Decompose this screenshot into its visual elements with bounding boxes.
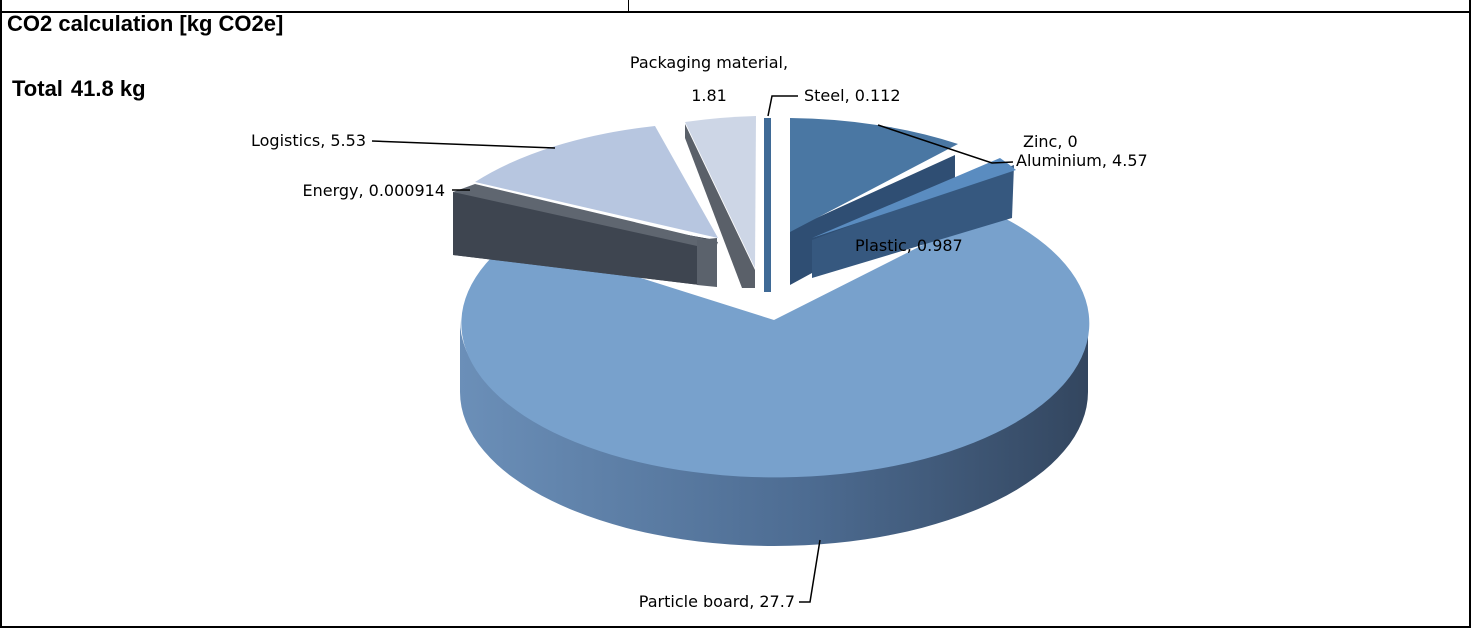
- data-label-packaging-line2: 1.81: [691, 86, 727, 105]
- leader-line-logistics: [371, 140, 556, 149]
- pie-slice-logistics-side: [697, 238, 717, 287]
- total-summary: Total 41.8 kg: [12, 76, 154, 102]
- total-label: Total: [12, 76, 63, 101]
- pie-slice-aluminium: [790, 118, 958, 232]
- total-value: 41.8 kg: [70, 76, 146, 101]
- data-label-particle-board: Particle board, 27.7: [639, 592, 795, 611]
- data-label-logistics: Logistics, 5.53: [251, 131, 366, 150]
- pie-slice-particle-board-side: [460, 320, 1088, 546]
- pie-slice-steel: [764, 118, 771, 292]
- data-label-plastic: Plastic, 0.987: [855, 236, 963, 255]
- leader-line-zinc-aluminium: [877, 124, 1014, 164]
- data-label-steel: Steel, 0.112: [804, 86, 901, 105]
- pie-slice-packaging: [685, 116, 756, 268]
- top-border-line: [0, 11, 1471, 13]
- pie-slice-particle-board: [461, 211, 1090, 478]
- data-label-aluminium: Aluminium, 4.57: [1016, 151, 1148, 170]
- pie-slice-packaging-side: [685, 124, 755, 288]
- leader-line-particle-board: [799, 539, 821, 603]
- pie-slice-plastic-side: [812, 165, 1014, 278]
- pie-slice-plastic: [812, 158, 1016, 238]
- pie-slice-energy: [453, 192, 715, 285]
- data-label-energy: Energy, 0.000914: [302, 181, 445, 200]
- pie-slice-energy-top: [453, 184, 718, 250]
- chart-title: CO2 calculation [kg CO2e]: [7, 11, 284, 36]
- column-divider: [628, 0, 629, 11]
- leader-line-steel: [767, 95, 798, 117]
- pie-slice-logistics: [475, 126, 718, 238]
- data-label-zinc: Zinc, 0: [1023, 132, 1078, 151]
- data-label-packaging-line1: Packaging material,: [630, 53, 788, 72]
